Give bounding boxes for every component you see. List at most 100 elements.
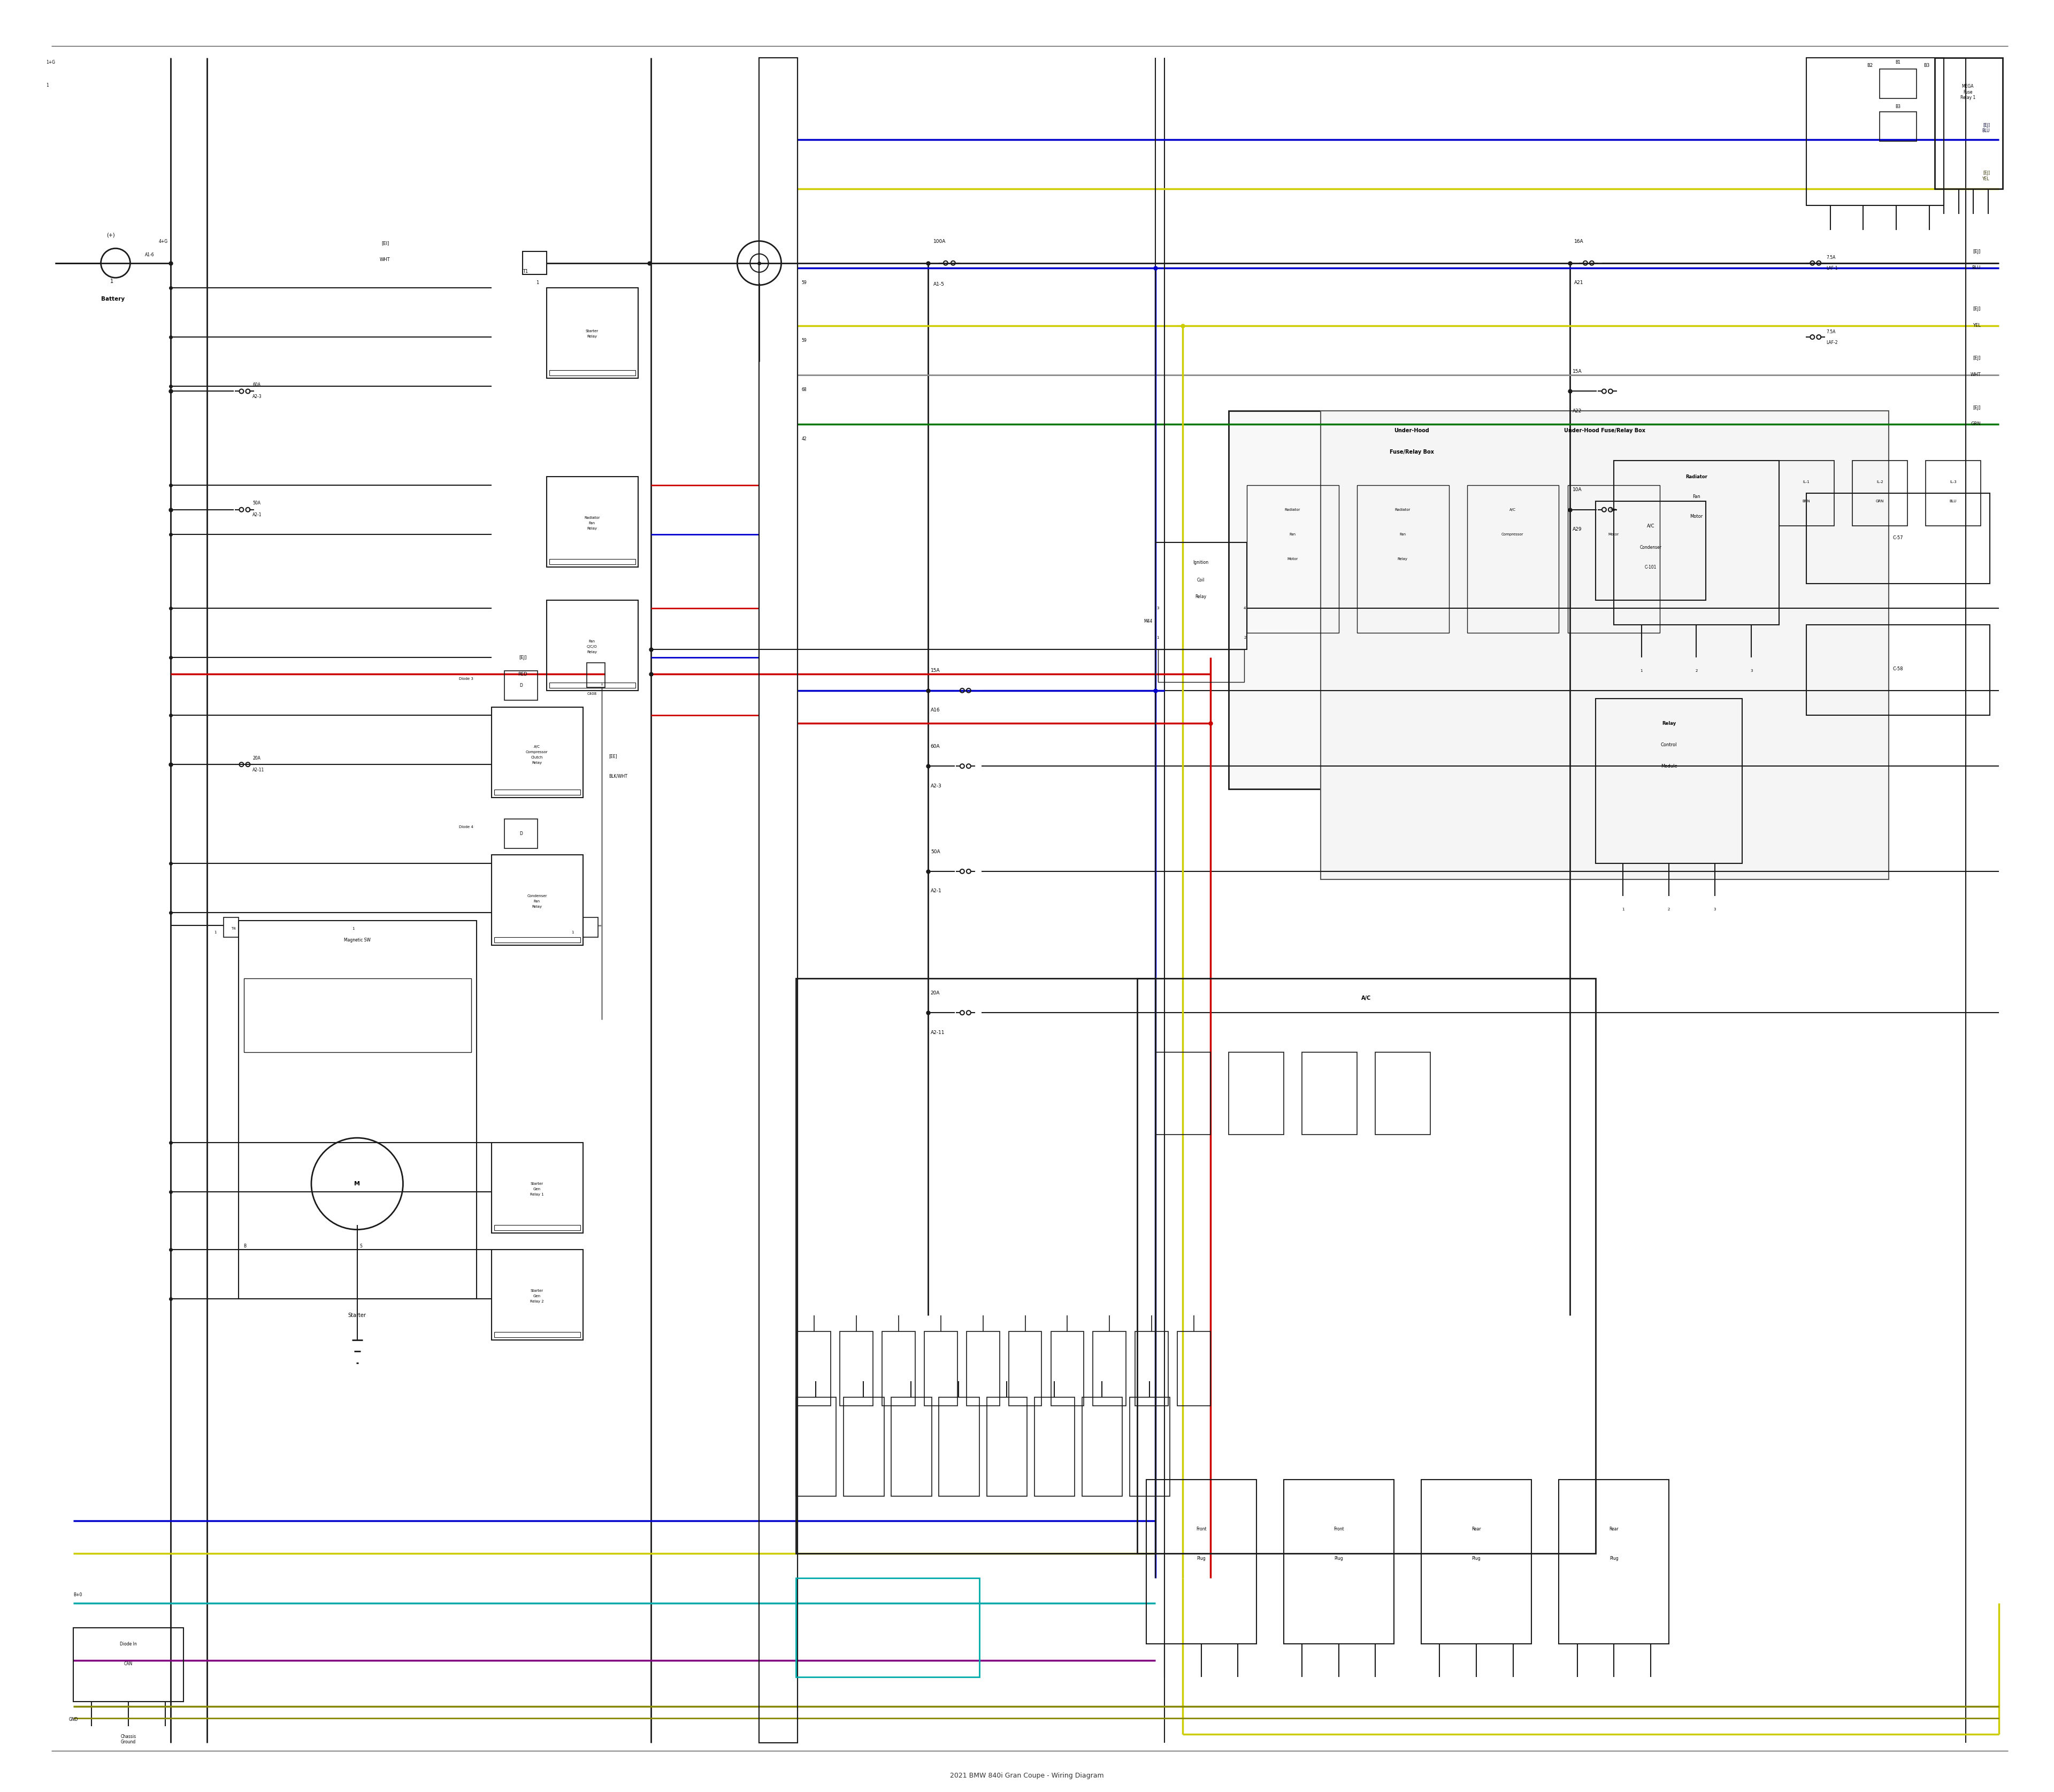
Text: Gen: Gen [534,1188,540,1190]
Bar [546,600,639,690]
Bar [1467,486,1559,633]
Text: GRN: GRN [1875,500,1884,504]
Bar [546,477,639,568]
Text: 1: 1 [1156,636,1158,640]
Text: BRN: BRN [1803,500,1810,504]
Text: Fan: Fan [1610,509,1616,511]
Text: Relay 2: Relay 2 [530,1299,544,1303]
Bar [1779,461,1834,527]
Text: T4: T4 [232,926,236,930]
Text: 1: 1 [111,278,113,283]
Bar [1853,461,1908,527]
Text: Diode In: Diode In [119,1641,138,1647]
Text: Diode 3: Diode 3 [458,677,472,681]
Text: Condenser: Condenser [528,894,546,898]
Bar [881,1331,916,1405]
Text: A21: A21 [1573,280,1584,285]
Text: LAF-2: LAF-2 [1826,340,1838,344]
Bar [1805,493,1990,584]
Bar [505,819,538,848]
Bar [797,978,1154,1554]
Text: YEL: YEL [1972,323,1980,328]
Text: 68: 68 [801,387,807,392]
Text: MEGA
Fuse
Relay 1: MEGA Fuse Relay 1 [1960,84,1976,100]
Text: S: S [359,1244,362,1249]
Text: 100A: 100A [933,240,945,244]
Bar [491,1249,583,1340]
Bar [522,251,546,274]
Text: 3: 3 [1156,607,1158,609]
Text: 60A: 60A [253,382,261,387]
Text: Fan: Fan [1692,495,1701,498]
Bar [1358,486,1448,633]
Bar [1138,978,1596,1554]
Text: Relay: Relay [532,762,542,763]
Bar [244,978,472,1052]
Text: A1-5: A1-5 [933,281,945,287]
Bar [1935,57,2003,190]
Text: Relay: Relay [1195,595,1206,599]
Bar [491,855,583,946]
Bar [238,921,477,1299]
Text: Starter: Starter [530,1183,544,1185]
Text: 1: 1 [1623,907,1625,910]
Text: Plug: Plug [1610,1555,1619,1561]
Text: 1: 1 [351,926,355,930]
Text: [EJ]
BLU: [EJ] BLU [1982,124,1990,133]
Bar [1596,502,1705,600]
Text: C-101: C-101 [1645,564,1656,570]
Text: Plug: Plug [1197,1555,1206,1561]
Text: Relay: Relay [587,335,598,339]
Text: (+): (+) [107,233,115,238]
Text: Starter: Starter [530,1288,544,1292]
Bar [1228,1052,1284,1134]
Text: 50A: 50A [930,849,941,855]
Text: C/C/O: C/C/O [587,645,598,649]
Text: A2-1: A2-1 [253,513,263,518]
Bar [1805,625,1990,715]
Text: IL-1: IL-1 [1803,480,1810,484]
Text: M: M [353,1181,359,1186]
Text: A/C: A/C [534,745,540,747]
Bar [797,1579,980,1677]
Text: C-57: C-57 [1894,536,1904,539]
Text: 1: 1 [1641,668,1643,672]
Text: 1: 1 [214,930,216,934]
Text: Fuse/Relay Box: Fuse/Relay Box [1389,450,1434,455]
Bar [797,1398,836,1496]
Text: [EJ]: [EJ] [1974,405,1980,410]
Text: [EJ]: [EJ] [1974,306,1980,312]
Text: Rear: Rear [1471,1527,1481,1532]
Bar [1559,1480,1668,1643]
Bar [1321,410,1890,880]
Text: 16A: 16A [1573,240,1584,244]
Text: Relay: Relay [587,527,598,530]
Text: 4: 4 [1243,607,1247,609]
Text: 20A: 20A [930,991,941,995]
Bar [986,1398,1027,1496]
Bar [840,1331,873,1405]
Text: Fan: Fan [1399,532,1405,536]
Text: IL-3: IL-3 [1949,480,1957,484]
Text: A16: A16 [930,708,941,713]
Text: Relay 1: Relay 1 [530,1193,544,1195]
Text: A2-3: A2-3 [930,783,941,788]
Text: 42: 42 [801,437,807,441]
Bar [548,683,635,688]
Text: 1: 1 [571,930,573,934]
Bar [224,918,238,937]
Bar [505,670,538,701]
Text: 59: 59 [801,339,807,342]
Bar [1567,486,1660,633]
Text: Coil: Coil [1197,579,1206,582]
Text: 1: 1 [45,82,49,88]
Text: GRN: GRN [1970,421,1980,426]
Text: 7.5A: 7.5A [1826,330,1836,333]
Text: B3: B3 [1896,104,1900,109]
Text: 2: 2 [1668,907,1670,910]
Text: 2: 2 [1243,636,1247,640]
Text: Relay: Relay [532,905,542,909]
Bar [1009,1331,1041,1405]
Bar [1421,1480,1532,1643]
Bar [1247,486,1339,633]
